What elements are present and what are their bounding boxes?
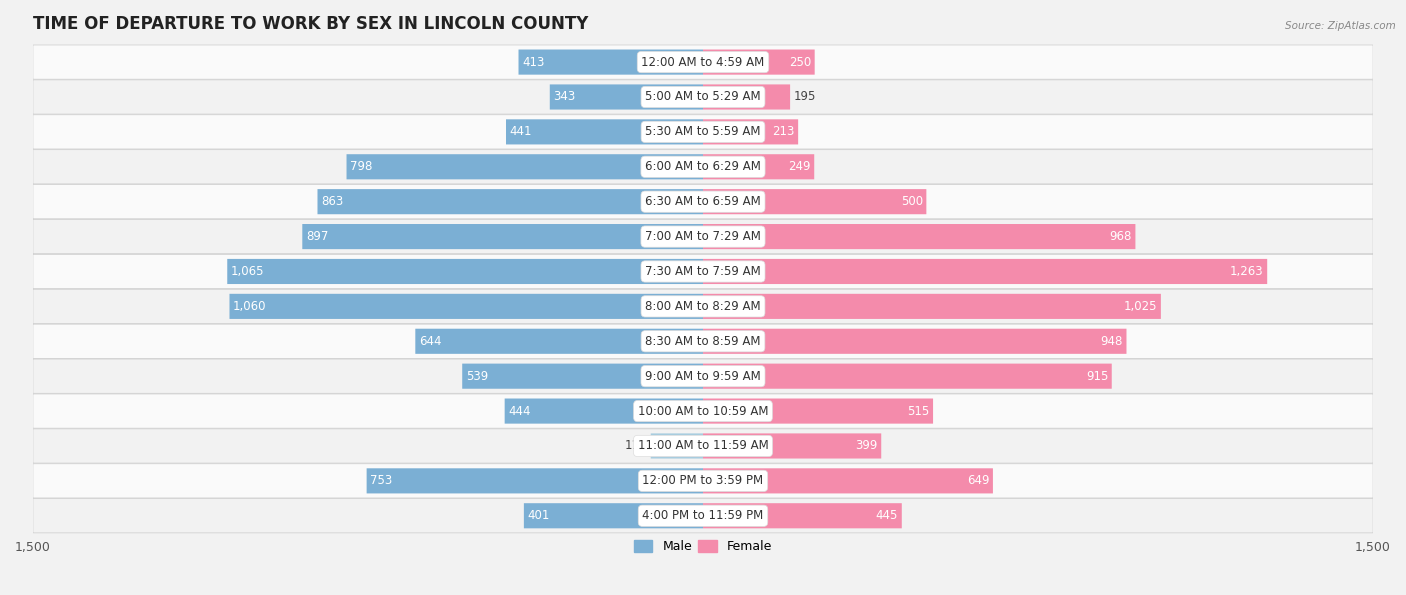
FancyBboxPatch shape	[32, 394, 1374, 428]
Text: 343: 343	[554, 90, 575, 104]
Text: 644: 644	[419, 335, 441, 347]
FancyBboxPatch shape	[703, 399, 934, 424]
Text: 4:00 PM to 11:59 PM: 4:00 PM to 11:59 PM	[643, 509, 763, 522]
FancyBboxPatch shape	[703, 49, 814, 74]
Text: 915: 915	[1085, 369, 1108, 383]
Text: 1,025: 1,025	[1123, 300, 1157, 313]
FancyBboxPatch shape	[506, 120, 703, 145]
FancyBboxPatch shape	[32, 429, 1374, 463]
FancyBboxPatch shape	[302, 224, 703, 249]
FancyBboxPatch shape	[32, 255, 1374, 289]
Text: 8:30 AM to 8:59 AM: 8:30 AM to 8:59 AM	[645, 335, 761, 347]
Text: 948: 948	[1101, 335, 1123, 347]
FancyBboxPatch shape	[32, 220, 1374, 253]
FancyBboxPatch shape	[32, 115, 1374, 149]
FancyBboxPatch shape	[505, 399, 703, 424]
FancyBboxPatch shape	[32, 359, 1374, 393]
FancyBboxPatch shape	[32, 499, 1374, 533]
Text: 863: 863	[321, 195, 343, 208]
Text: 6:30 AM to 6:59 AM: 6:30 AM to 6:59 AM	[645, 195, 761, 208]
Text: 445: 445	[876, 509, 898, 522]
FancyBboxPatch shape	[703, 224, 1136, 249]
FancyBboxPatch shape	[32, 80, 1374, 114]
Text: TIME OF DEPARTURE TO WORK BY SEX IN LINCOLN COUNTY: TIME OF DEPARTURE TO WORK BY SEX IN LINC…	[32, 15, 588, 33]
Text: 1,263: 1,263	[1230, 265, 1264, 278]
Text: 9:00 AM to 9:59 AM: 9:00 AM to 9:59 AM	[645, 369, 761, 383]
Text: 1,060: 1,060	[233, 300, 267, 313]
FancyBboxPatch shape	[703, 468, 993, 493]
Text: 897: 897	[307, 230, 328, 243]
FancyBboxPatch shape	[703, 189, 927, 214]
FancyBboxPatch shape	[228, 259, 703, 284]
Text: 1,065: 1,065	[231, 265, 264, 278]
FancyBboxPatch shape	[32, 184, 1374, 219]
Text: 12:00 PM to 3:59 PM: 12:00 PM to 3:59 PM	[643, 474, 763, 487]
Text: 117: 117	[624, 440, 647, 452]
Text: 10:00 AM to 10:59 AM: 10:00 AM to 10:59 AM	[638, 405, 768, 418]
Text: 7:00 AM to 7:29 AM: 7:00 AM to 7:29 AM	[645, 230, 761, 243]
Text: 753: 753	[370, 474, 392, 487]
Text: 7:30 AM to 7:59 AM: 7:30 AM to 7:59 AM	[645, 265, 761, 278]
Text: 250: 250	[789, 55, 811, 68]
Text: 401: 401	[527, 509, 550, 522]
Text: 968: 968	[1109, 230, 1132, 243]
FancyBboxPatch shape	[651, 433, 703, 459]
FancyBboxPatch shape	[229, 294, 703, 319]
FancyBboxPatch shape	[32, 324, 1374, 358]
FancyBboxPatch shape	[32, 150, 1374, 184]
FancyBboxPatch shape	[463, 364, 703, 389]
FancyBboxPatch shape	[32, 464, 1374, 498]
Text: 195: 195	[793, 90, 815, 104]
FancyBboxPatch shape	[367, 468, 703, 493]
FancyBboxPatch shape	[32, 289, 1374, 324]
FancyBboxPatch shape	[703, 364, 1112, 389]
Text: 500: 500	[901, 195, 922, 208]
Text: 8:00 AM to 8:29 AM: 8:00 AM to 8:29 AM	[645, 300, 761, 313]
FancyBboxPatch shape	[346, 154, 703, 179]
Text: 649: 649	[967, 474, 990, 487]
Text: 249: 249	[789, 160, 811, 173]
FancyBboxPatch shape	[703, 84, 790, 109]
FancyBboxPatch shape	[703, 503, 901, 528]
Text: 6:00 AM to 6:29 AM: 6:00 AM to 6:29 AM	[645, 160, 761, 173]
Text: 539: 539	[465, 369, 488, 383]
FancyBboxPatch shape	[703, 328, 1126, 354]
Text: 399: 399	[855, 440, 877, 452]
Legend: Male, Female: Male, Female	[628, 536, 778, 558]
Text: 5:30 AM to 5:59 AM: 5:30 AM to 5:59 AM	[645, 126, 761, 139]
Text: 441: 441	[509, 126, 531, 139]
FancyBboxPatch shape	[703, 154, 814, 179]
Text: 444: 444	[508, 405, 530, 418]
FancyBboxPatch shape	[32, 45, 1374, 79]
FancyBboxPatch shape	[519, 49, 703, 74]
FancyBboxPatch shape	[703, 259, 1267, 284]
Text: 12:00 AM to 4:59 AM: 12:00 AM to 4:59 AM	[641, 55, 765, 68]
Text: 5:00 AM to 5:29 AM: 5:00 AM to 5:29 AM	[645, 90, 761, 104]
Text: 798: 798	[350, 160, 373, 173]
FancyBboxPatch shape	[524, 503, 703, 528]
Text: 11:00 AM to 11:59 AM: 11:00 AM to 11:59 AM	[638, 440, 768, 452]
Text: Source: ZipAtlas.com: Source: ZipAtlas.com	[1285, 21, 1396, 31]
FancyBboxPatch shape	[703, 294, 1161, 319]
FancyBboxPatch shape	[318, 189, 703, 214]
Text: 413: 413	[522, 55, 544, 68]
Text: 213: 213	[772, 126, 794, 139]
FancyBboxPatch shape	[415, 328, 703, 354]
Text: 515: 515	[907, 405, 929, 418]
FancyBboxPatch shape	[703, 433, 882, 459]
FancyBboxPatch shape	[550, 84, 703, 109]
FancyBboxPatch shape	[703, 120, 799, 145]
